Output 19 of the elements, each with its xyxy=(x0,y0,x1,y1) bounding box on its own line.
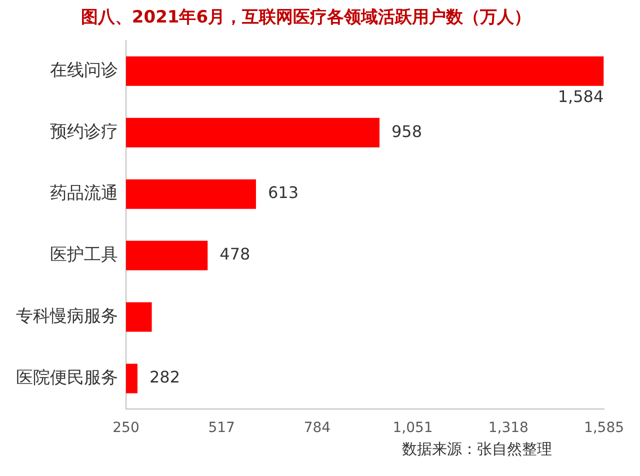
x-tick-label: 1,318 xyxy=(488,420,528,436)
y-tick-label: 在线问诊 xyxy=(50,60,118,81)
y-tick-label: 预约诊疗 xyxy=(50,122,118,142)
y-tick-label: 医院便民服务 xyxy=(16,368,118,388)
data-label: 478 xyxy=(220,244,250,264)
y-tick-label: 药品流通 xyxy=(50,183,118,204)
x-tick-label: 1,051 xyxy=(392,420,433,436)
data-label: 958 xyxy=(392,122,422,141)
data-label: 1,584 xyxy=(558,87,604,106)
x-tick-label: 784 xyxy=(304,420,331,436)
x-tick-label: 517 xyxy=(208,420,235,436)
data-label: 613 xyxy=(268,183,299,202)
y-tick-label: 医护工具 xyxy=(50,244,118,265)
x-tick-label: 250 xyxy=(112,420,140,436)
x-tick-label: 1,585 xyxy=(584,420,624,436)
y-tick-label: 专科慢病服务 xyxy=(16,306,118,326)
chart-title: 图八、2021年6月，互联网医疗各领域活跃用户数（万人） xyxy=(80,8,532,28)
source-note: 数据来源：张自然整理 xyxy=(401,440,553,459)
data-label: 282 xyxy=(149,368,180,387)
